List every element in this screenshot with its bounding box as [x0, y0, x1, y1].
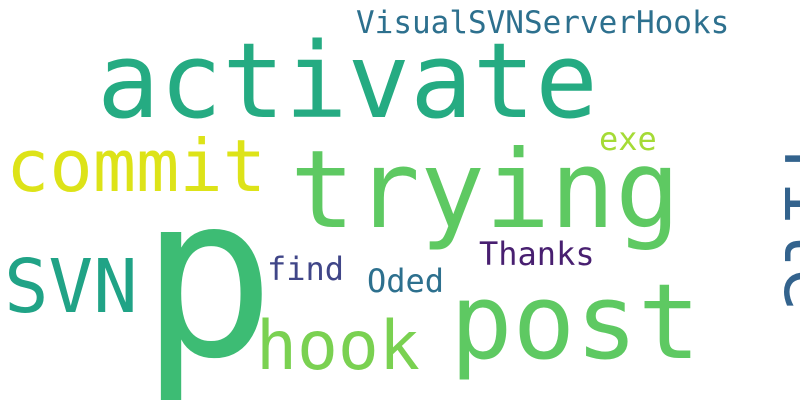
- word-oded: Oded: [367, 262, 444, 300]
- word-svn: SVN: [4, 244, 138, 330]
- word-trying: trying: [290, 128, 680, 253]
- word-activate: activate: [97, 20, 598, 142]
- word-post: post: [450, 261, 700, 383]
- word-visualsvnserverhooks: VisualSVNServerHooks: [356, 5, 729, 41]
- word-find: find: [267, 250, 344, 288]
- word-commit: commit: [6, 124, 266, 208]
- word-file: file: [768, 138, 800, 311]
- word-exe: exe: [599, 120, 657, 158]
- word-p: p: [140, 147, 275, 400]
- word-thanks: Thanks: [479, 235, 595, 273]
- word-hook: hook: [256, 307, 420, 386]
